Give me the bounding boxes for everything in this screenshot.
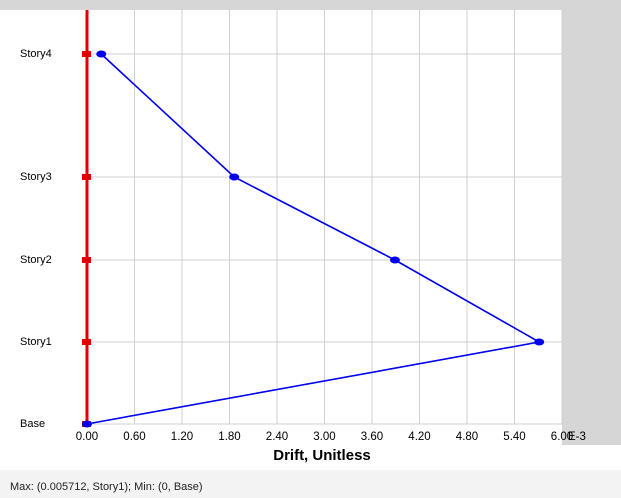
- status-bar: [0, 470, 621, 498]
- point: [389, 256, 400, 264]
- y-tick-label: Story4: [20, 48, 52, 60]
- x-axis-label: Drift, Unitless: [273, 447, 371, 464]
- y-tick-label: Story2: [20, 254, 52, 266]
- status-text: Max: (0.005712, Story1); Min: (0, Base): [10, 481, 203, 493]
- point: [96, 50, 107, 58]
- x-multiplier: E-3: [568, 431, 586, 443]
- x-tick-label: 3.60: [361, 431, 383, 443]
- x-tick-label: 4.80: [456, 431, 478, 443]
- x-tick-label: 0.60: [123, 431, 145, 443]
- x-tick-label: 1.20: [171, 431, 193, 443]
- x-tick-label: 2.40: [266, 431, 288, 443]
- x-tick-label: 3.00: [313, 431, 335, 443]
- point: [82, 420, 92, 428]
- frame-top: [0, 0, 621, 10]
- x-tick-label: 4.20: [408, 431, 430, 443]
- x-tick-label: 1.80: [218, 431, 240, 443]
- point: [534, 338, 545, 346]
- y-tick-label: Story3: [20, 171, 52, 183]
- x-tick-label: 5.40: [503, 431, 525, 443]
- y-tick-label: Story1: [20, 336, 52, 348]
- x-tick-label: 6.00: [551, 431, 573, 443]
- x-tick-label: 0.00: [76, 431, 98, 443]
- y-tick-label: Base: [20, 418, 45, 430]
- point: [229, 173, 240, 181]
- frame-right: [562, 0, 621, 445]
